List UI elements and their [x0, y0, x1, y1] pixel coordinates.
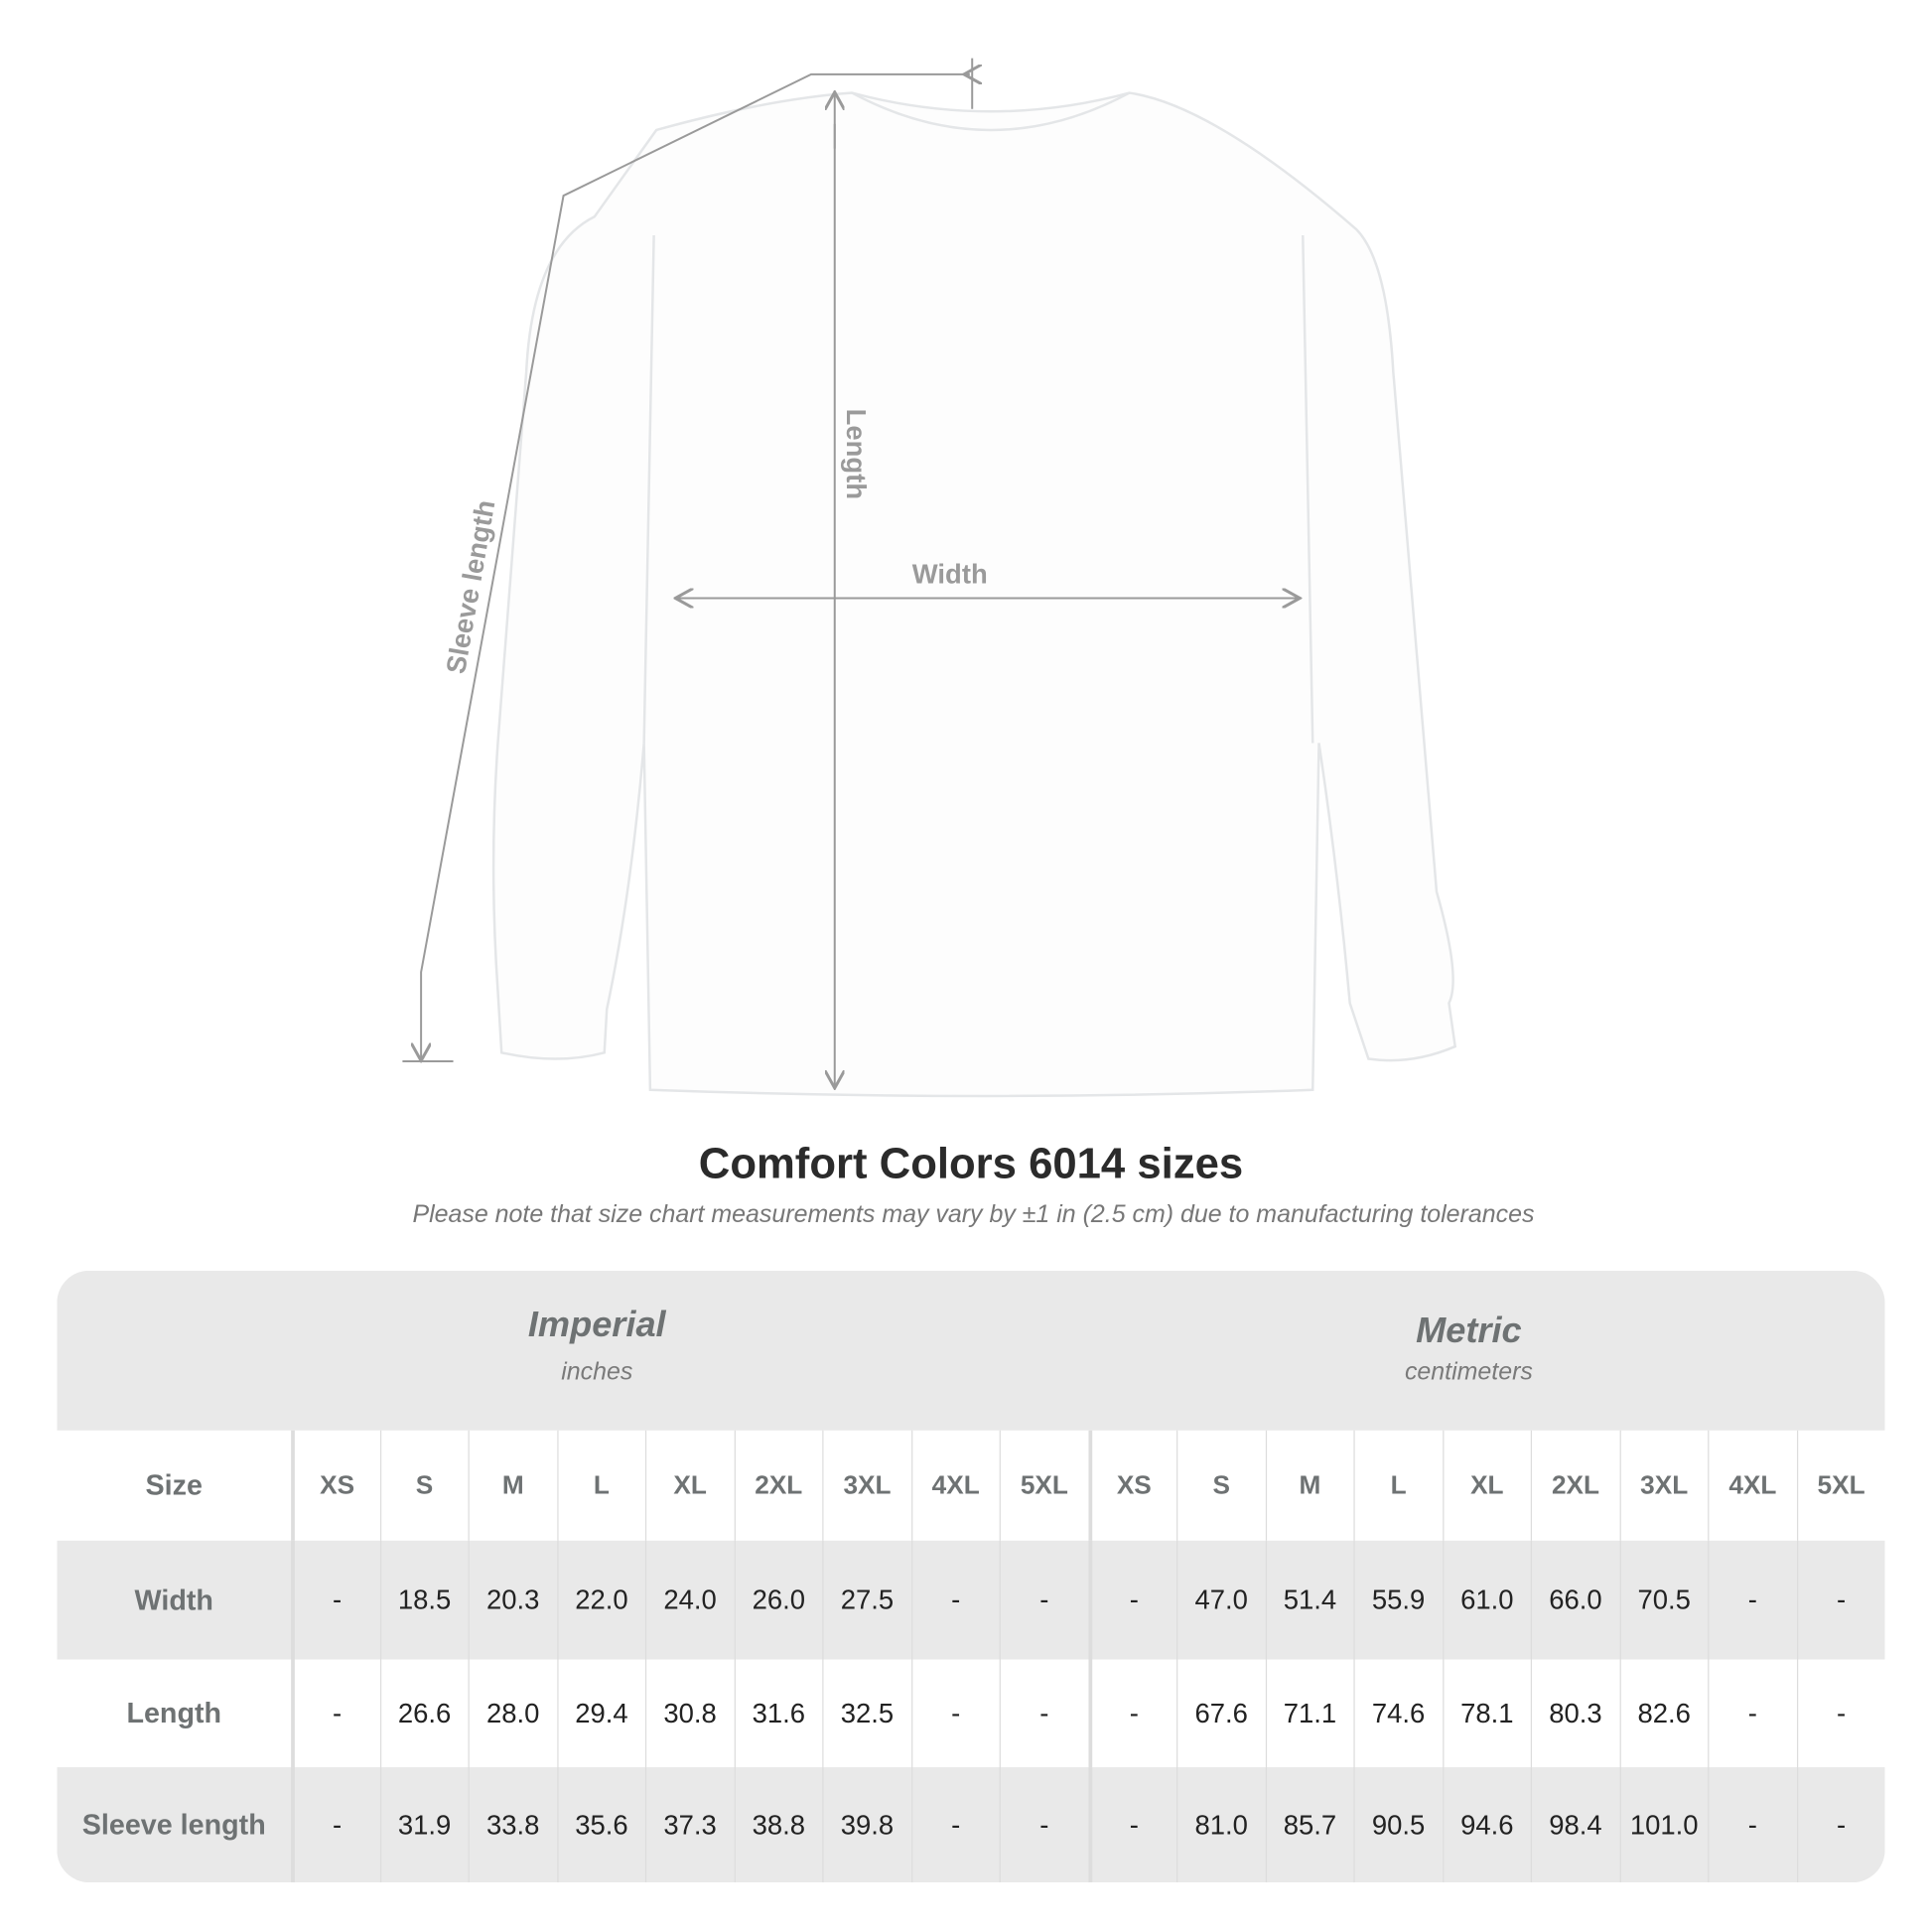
sleeve-length-dimension — [402, 58, 972, 1061]
value-cell: 90.5 — [1353, 1767, 1442, 1883]
long-sleeve-shirt-image — [491, 91, 1457, 1098]
value-cell: 80.3 — [1530, 1659, 1619, 1768]
value-cell: 98.4 — [1530, 1767, 1619, 1883]
value-cell: 29.4 — [556, 1659, 645, 1768]
value-cell: - — [291, 1767, 379, 1883]
value-cell: 28.0 — [468, 1659, 557, 1768]
value-cell: 61.0 — [1442, 1540, 1531, 1660]
table-row: Sleeve length -31.9 33.8 35.6 37.3 38.8 39.8- -… — [57, 1767, 1884, 1883]
value-cell: 82.6 — [1618, 1659, 1708, 1768]
size-header-cell: S — [1176, 1430, 1265, 1541]
value-cell: - — [999, 1767, 1088, 1883]
size-header-row: Size XS S M L XL 2XL 3XL 4XL 5XL XS S M L XL 2XL 3XL 4XL 5… — [57, 1430, 1884, 1541]
value-cell: 31.6 — [734, 1659, 822, 1768]
length-label: Length — [841, 409, 872, 499]
value-cell: 47.0 — [1176, 1540, 1265, 1660]
value-cell: 66.0 — [1530, 1540, 1619, 1660]
tolerance-note: Please note that size chart measurements… — [412, 1200, 1535, 1229]
value-cell: - — [1708, 1540, 1796, 1660]
shirt-diagram: Sleeve length Length Width — [402, 58, 1457, 1098]
metric-header: Metric centimeters — [1160, 1311, 1779, 1387]
value-cell: 94.6 — [1442, 1767, 1531, 1883]
imperial-header: Imperial inches — [287, 1306, 906, 1387]
row-label: Width — [134, 1583, 213, 1616]
value-cell: 26.6 — [379, 1659, 468, 1768]
value-cell: 70.5 — [1618, 1540, 1708, 1660]
value-cell: 67.6 — [1176, 1659, 1265, 1768]
value-cell: - — [1708, 1767, 1796, 1883]
size-table: Imperial inches Metric centimeters Size X… — [57, 1270, 1885, 1883]
size-header-cell: 5XL — [1796, 1430, 1884, 1541]
size-header-cell: S — [379, 1430, 468, 1541]
row-label: Size — [145, 1468, 203, 1501]
value-cell: - — [1796, 1540, 1884, 1660]
value-cell: 30.8 — [644, 1659, 734, 1768]
value-cell: - — [1087, 1767, 1176, 1883]
value-cell: 18.5 — [379, 1540, 468, 1660]
value-cell: - — [999, 1540, 1088, 1660]
value-cell: 27.5 — [822, 1540, 910, 1660]
value-cell: - — [1796, 1659, 1884, 1768]
page-title: Comfort Colors 6014 sizes — [698, 1139, 1244, 1188]
value-cell: 24.0 — [644, 1540, 734, 1660]
value-cell: 81.0 — [1176, 1767, 1265, 1883]
size-header-cell: XS — [1087, 1430, 1176, 1541]
value-cell: 26.0 — [734, 1540, 822, 1660]
value-cell: 22.0 — [556, 1540, 645, 1660]
table-row: Width -18.5 20.3 22.0 24.0 26.0 27.5- - -47.0 51.… — [57, 1540, 1884, 1660]
value-cell: 55.9 — [1353, 1540, 1442, 1660]
value-cell: - — [291, 1540, 379, 1660]
value-cell: - — [291, 1659, 379, 1768]
metric-unit: centimeters — [1404, 1358, 1533, 1386]
size-header-cell: 3XL — [822, 1430, 910, 1541]
size-header-cell: 4XL — [1708, 1430, 1796, 1541]
width-label: Width — [912, 559, 988, 590]
size-header-cell: 4XL — [910, 1430, 999, 1541]
value-cell: - — [1087, 1659, 1176, 1768]
size-header-cell: L — [556, 1430, 645, 1541]
value-cell: 32.5 — [822, 1659, 910, 1768]
value-cell: 51.4 — [1265, 1540, 1353, 1660]
value-cell: 74.6 — [1353, 1659, 1442, 1768]
size-header-cell: XL — [644, 1430, 734, 1541]
size-header-cell: XS — [291, 1430, 379, 1541]
value-cell: 37.3 — [644, 1767, 734, 1883]
imperial-title: Imperial — [527, 1305, 666, 1345]
value-cell: 71.1 — [1265, 1659, 1353, 1768]
size-header-cell: M — [1265, 1430, 1353, 1541]
size-header-cell: 5XL — [999, 1430, 1088, 1541]
size-header-cell: XL — [1442, 1430, 1531, 1541]
value-cell: 39.8 — [822, 1767, 910, 1883]
value-cell: 31.9 — [379, 1767, 468, 1883]
value-cell: - — [1708, 1659, 1796, 1768]
value-cell: 38.8 — [734, 1767, 822, 1883]
row-label: Sleeve length — [81, 1808, 266, 1841]
value-cell: - — [910, 1767, 999, 1883]
value-cell: 78.1 — [1442, 1659, 1531, 1768]
table-row: Length -26.6 28.0 29.4 30.8 31.6 32.5- - -67.6 71… — [57, 1659, 1884, 1768]
value-cell: 20.3 — [468, 1540, 557, 1660]
size-header-cell: 2XL — [1530, 1430, 1619, 1541]
size-header-cell: 2XL — [734, 1430, 822, 1541]
value-cell: - — [999, 1659, 1088, 1768]
value-cell: 35.6 — [556, 1767, 645, 1883]
value-cell: 101.0 — [1618, 1767, 1708, 1883]
value-cell: - — [1796, 1767, 1884, 1883]
value-cell: 33.8 — [468, 1767, 557, 1883]
value-cell: - — [910, 1540, 999, 1660]
size-header-cell: 3XL — [1618, 1430, 1708, 1541]
value-cell: - — [1087, 1540, 1176, 1660]
metric-title: Metric — [1416, 1311, 1522, 1351]
size-header-cell: L — [1353, 1430, 1442, 1541]
value-cell: - — [910, 1659, 999, 1768]
value-cell: 85.7 — [1265, 1767, 1353, 1883]
size-header-cell: M — [468, 1430, 557, 1541]
imperial-unit: inches — [561, 1358, 633, 1386]
row-label: Length — [126, 1696, 222, 1729]
